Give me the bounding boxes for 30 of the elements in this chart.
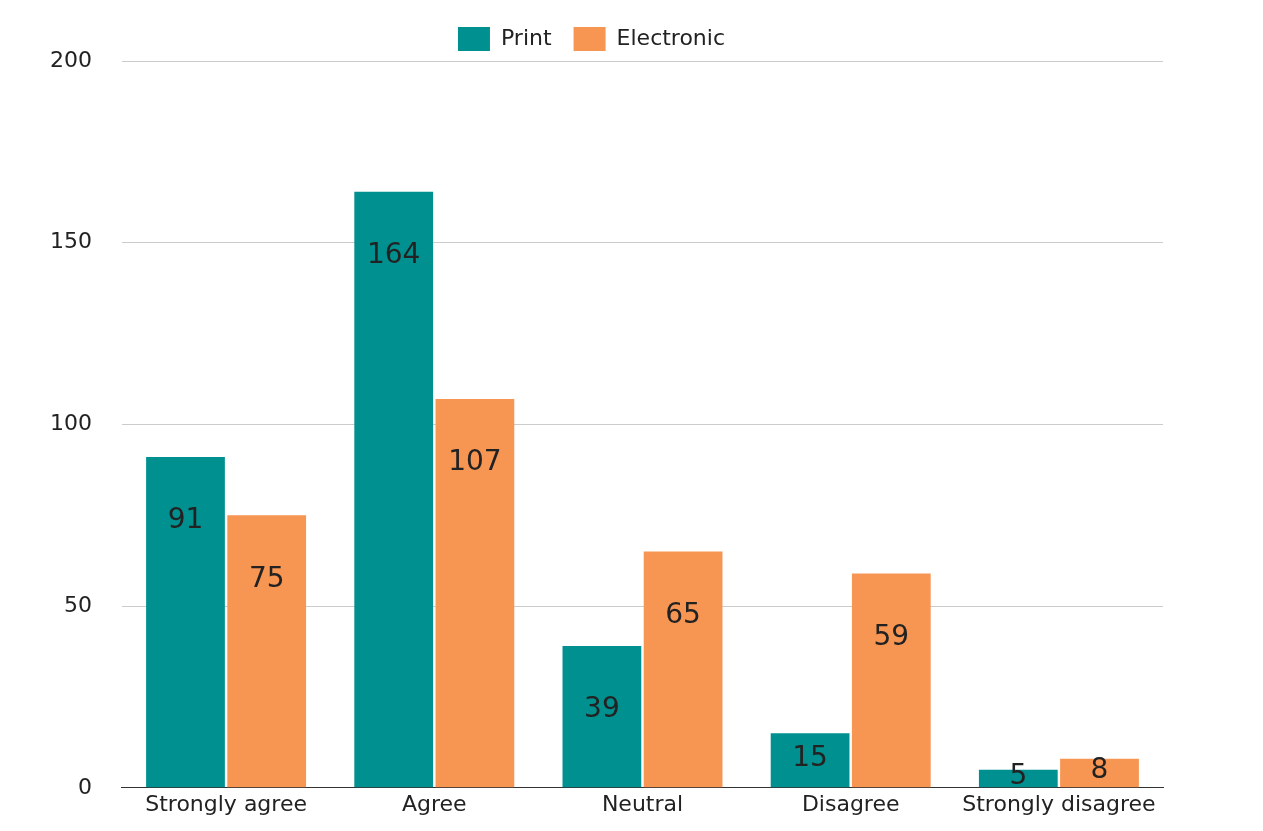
- bar: [354, 191, 434, 788]
- bar: [435, 398, 515, 788]
- y-tick-label: 0: [77, 773, 92, 799]
- bar: [851, 573, 931, 788]
- bar: [770, 733, 850, 788]
- data-label: 39: [584, 691, 620, 725]
- y-tick-label: 50: [63, 591, 92, 617]
- y-tick-label: 200: [49, 46, 92, 72]
- x-tick-label: Disagree: [801, 790, 900, 816]
- data-label: 164: [366, 237, 421, 271]
- y-tick-label: 100: [49, 410, 92, 436]
- data-label: 91: [167, 502, 204, 536]
- data-label: 75: [248, 560, 285, 594]
- data-label: 59: [873, 618, 910, 652]
- y-tick-label: 150: [49, 228, 92, 254]
- bar: [227, 515, 307, 788]
- x-tick-label: Neutral: [601, 790, 684, 816]
- legend-label: Print: [500, 24, 552, 50]
- x-tick-label: Strongly disagree: [962, 790, 1156, 816]
- bar: [1060, 758, 1139, 788]
- data-label: 8: [1090, 752, 1109, 786]
- x-tick-label: Agree: [401, 790, 467, 816]
- data-label: 15: [792, 739, 828, 773]
- bar: [643, 551, 723, 788]
- data-label: 65: [665, 596, 701, 630]
- data-label: 107: [448, 444, 502, 478]
- x-tick-label: Strongly agree: [145, 790, 307, 816]
- bar: [146, 457, 225, 788]
- bar: [562, 646, 642, 788]
- legend-label: Electronic: [616, 24, 726, 50]
